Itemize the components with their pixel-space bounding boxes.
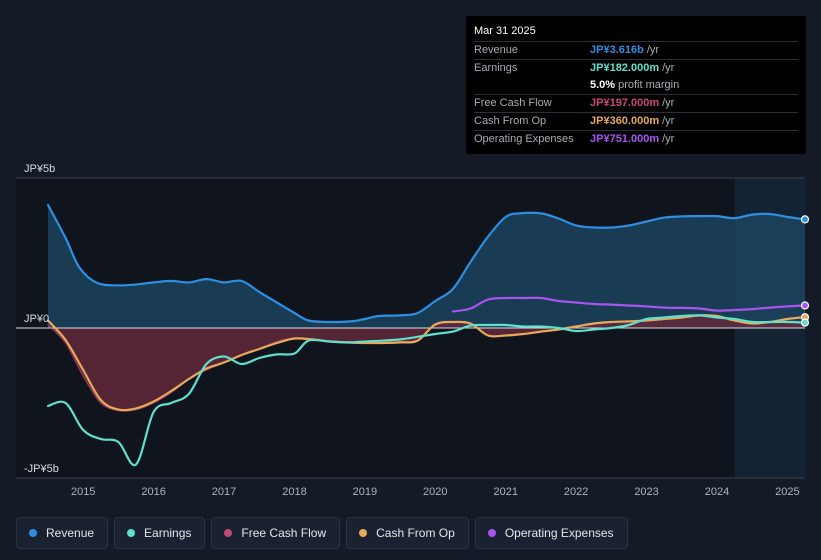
tooltip-unit: /yr <box>662 97 675 109</box>
revenue-endpoint <box>800 215 810 224</box>
tooltip-label <box>474 77 590 94</box>
revenue-area <box>48 205 805 328</box>
legend-item-earnings[interactable]: Earnings <box>114 517 206 549</box>
tooltip-value: 5.0% <box>590 79 616 91</box>
earnings-endpoint <box>800 318 810 327</box>
legend-dot-icon <box>127 529 136 537</box>
legend-dot-icon <box>29 529 37 537</box>
tooltip-row-cash-from-op: Cash From Op JP¥360.000m /yr <box>474 112 798 130</box>
tooltip-value: JP¥751.000m <box>590 133 660 145</box>
tooltip-label: Cash From Op <box>474 115 547 127</box>
tooltip-label: Operating Expenses <box>474 133 574 145</box>
tooltip-row-revenue: Revenue JP¥3.616b /yr <box>474 41 798 59</box>
tooltip-unit: /yr <box>662 115 675 127</box>
y-tick-label: JP¥5b <box>24 163 55 175</box>
tooltip-unit: profit margin <box>618 79 680 91</box>
y-tick-label: JP¥0 <box>24 313 49 325</box>
tooltip-label: Earnings <box>474 62 518 74</box>
revenue-line <box>46 203 807 324</box>
tooltip-panel: Mar 31 2025 Revenue JP¥3.616b /yr Earnin… <box>466 16 806 154</box>
legend-dot-icon <box>359 529 368 537</box>
tooltip-date: Mar 31 2025 <box>474 25 536 37</box>
tooltip-value: JP¥360.000m <box>590 115 660 127</box>
x-tick-label: 2023 <box>634 486 658 498</box>
x-tick-label: 2024 <box>705 486 729 498</box>
tooltip-unit: /yr <box>662 62 675 74</box>
tooltip-row-free-cash-flow: Free Cash Flow JP¥197.000m /yr <box>474 94 798 112</box>
legend-label: Operating Expenses <box>504 526 614 540</box>
cash-from-op-line <box>46 314 807 412</box>
legend-dot-icon <box>487 529 496 537</box>
legend-dot-icon <box>224 529 233 537</box>
x-tick-label: 2018 <box>282 486 306 498</box>
tooltip-unit: /yr <box>662 133 675 145</box>
legend-label: Cash From Op <box>376 526 455 540</box>
tooltip-value: JP¥197.000m <box>590 97 660 109</box>
x-tick-label: 2021 <box>493 486 517 498</box>
legend-item-operating-expenses[interactable]: Operating Expenses <box>474 517 628 549</box>
legend-label: Free Cash Flow <box>241 526 327 540</box>
legend-item-cash-from-op[interactable]: Cash From Op <box>346 517 469 549</box>
legend-item-free-cash-flow[interactable]: Free Cash Flow <box>211 517 341 549</box>
operating-expenses-endpoint <box>800 301 810 310</box>
tooltip-label: Revenue <box>474 44 519 56</box>
tooltip-value: JP¥182.000m <box>590 62 660 74</box>
earnings-line <box>46 314 807 467</box>
x-tick-label: 2015 <box>71 486 95 498</box>
x-tick-label: 2017 <box>212 486 236 498</box>
operating-expenses-line <box>451 296 807 313</box>
x-tick-label: 2019 <box>353 486 377 498</box>
x-tick-label: 2016 <box>141 486 165 498</box>
tooltip-value: JP¥3.616b <box>590 44 644 56</box>
tooltip-row-operating-expenses: Operating Expenses JP¥751.000m /yr <box>474 130 798 148</box>
tooltip-row-earnings: Earnings JP¥182.000m /yr <box>474 59 798 77</box>
x-tick-label: 2025 <box>775 486 799 498</box>
y-tick-label: -JP¥5b <box>24 463 59 475</box>
legend-item-revenue[interactable]: Revenue <box>16 517 109 549</box>
x-tick-label: 2020 <box>423 486 447 498</box>
legend-label: Revenue <box>46 526 95 540</box>
tooltip-label: Free Cash Flow <box>474 97 552 109</box>
x-tick-label: 2022 <box>564 486 588 498</box>
tooltip-row-profit-margin: 5.0% profit margin <box>474 77 798 94</box>
free-cash-flow-area <box>48 315 805 412</box>
legend-label: Earnings <box>144 526 192 540</box>
tooltip-unit: /yr <box>646 44 660 56</box>
legend: Revenue Earnings Free Cash Flow Cash Fro… <box>16 517 628 549</box>
